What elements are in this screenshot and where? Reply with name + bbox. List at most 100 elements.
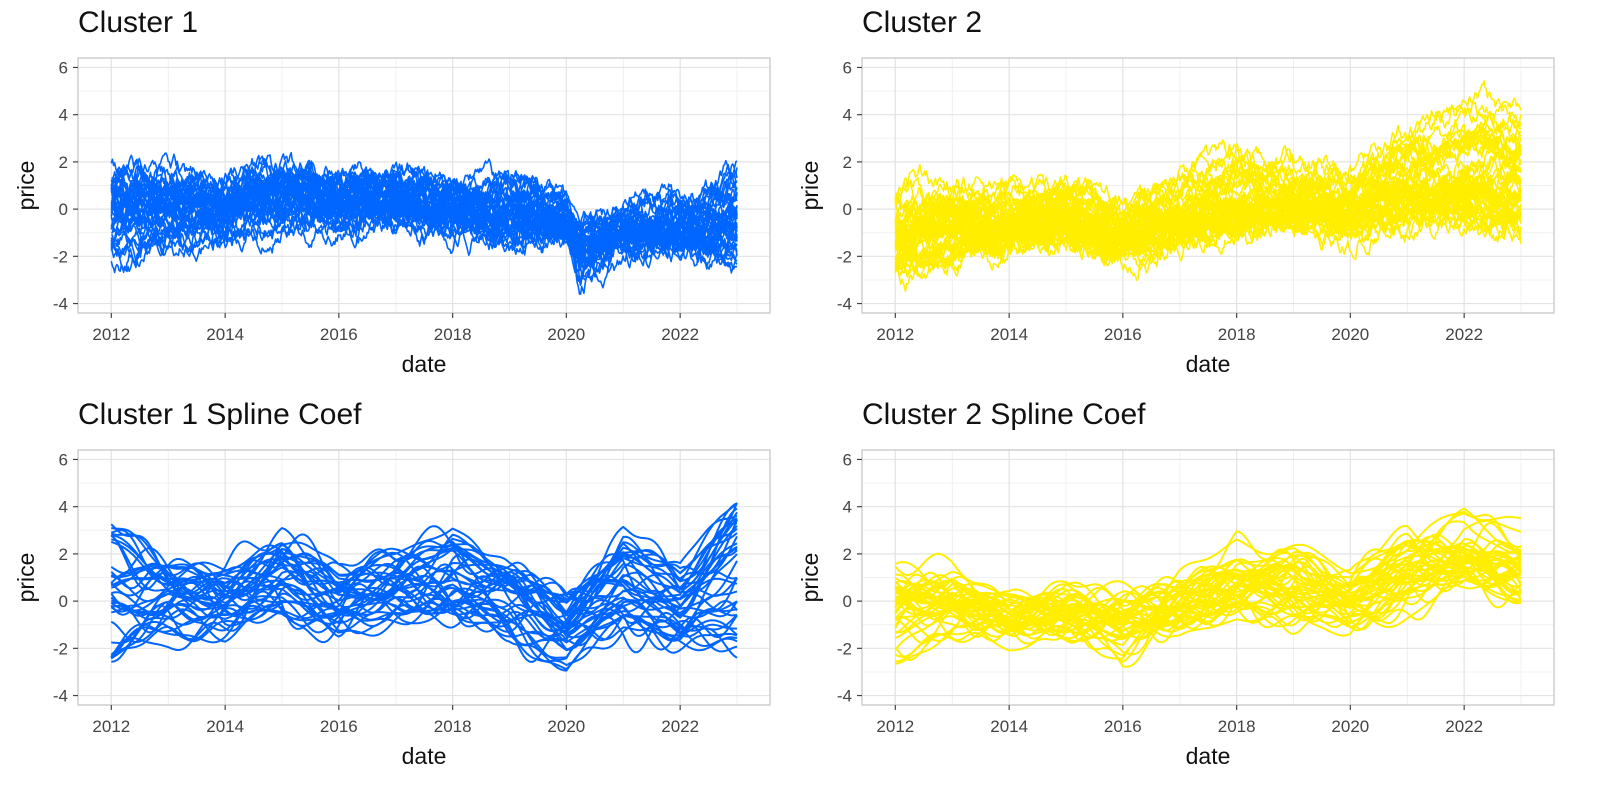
x-tick-label: 2012 (876, 325, 914, 344)
series-line (894, 538, 1522, 637)
plot-border (77, 57, 771, 314)
cluster-2-spline-chart: -4 -2 0 2 4 6 2012 2014 2016 2018 2020 2022 date pric… (784, 392, 1584, 792)
series-line (110, 522, 737, 615)
x-axis-title: date (402, 743, 447, 769)
x-tick-label: 2016 (1104, 325, 1142, 344)
y-tick-label: -4 (53, 687, 68, 706)
x-tick-label: 2020 (1331, 325, 1369, 344)
series-line (110, 519, 738, 604)
y-tick-label: -2 (53, 639, 68, 658)
y-tick-label: -4 (837, 295, 852, 314)
series-line (894, 522, 1522, 640)
y-tick-label: -4 (837, 687, 852, 706)
series-line (110, 159, 738, 267)
cluster-1-chart: -4 -2 0 2 4 6 2012 2014 2016 2018 2020 2022 date pric… (0, 0, 800, 400)
plot-border (861, 449, 1555, 706)
chart-title: Cluster 2 Spline Coef (862, 398, 1146, 431)
plot-svg: -4 -2 0 2 4 6 2012 2014 2016 2018 2020 2022 date pric… (13, 449, 771, 769)
y-tick-label: 2 (843, 153, 852, 172)
series-line (894, 126, 1522, 242)
x-tick-label: 2014 (206, 717, 244, 736)
series-line (895, 525, 1522, 614)
y-tick-label: 2 (843, 545, 852, 564)
series-line (111, 546, 738, 617)
chart-title: Cluster 1 (78, 6, 199, 39)
cluster-2-chart: -4 -2 0 2 4 6 2012 2014 2016 2018 2020 2022 date pric… (784, 0, 1584, 400)
series-line (110, 578, 738, 663)
x-tick-label: 2016 (320, 325, 358, 344)
x-tick-label: 2012 (876, 717, 914, 736)
y-tick-label: 6 (843, 58, 852, 77)
y-tick-label: 4 (843, 106, 852, 125)
y-tick-label: 6 (59, 450, 68, 469)
chart-title: Cluster 2 (862, 6, 983, 39)
gridlines (78, 450, 770, 705)
y-axis-title: price (13, 161, 39, 211)
series-group (110, 502, 738, 672)
y-tick-label: 2 (59, 153, 68, 172)
x-tick-label: 2022 (1445, 717, 1483, 736)
series-line (111, 577, 738, 644)
y-tick-label: -2 (837, 247, 852, 266)
plot-border (861, 57, 1555, 314)
x-tick-label: 2014 (990, 325, 1028, 344)
y-axis-title: price (797, 553, 823, 603)
series-line (110, 549, 738, 618)
y-tick-label: -4 (53, 295, 68, 314)
y-axis-title: price (13, 553, 39, 603)
x-tick-label: 2016 (320, 717, 358, 736)
series-line (110, 532, 738, 603)
axes: -4 -2 0 2 4 6 2012 2014 2016 2018 2020 2022 date pric… (13, 450, 699, 769)
x-tick-label: 2022 (661, 717, 699, 736)
series-line (110, 558, 738, 629)
x-tick-label: 2018 (434, 717, 472, 736)
series-group (894, 507, 1522, 668)
x-tick-label: 2014 (990, 717, 1028, 736)
plot-svg: -4 -2 0 2 4 6 2012 2014 2016 2018 2020 2022 date pric… (797, 449, 1555, 769)
series-line (110, 173, 738, 239)
x-tick-label: 2020 (547, 717, 585, 736)
x-tick-label: 2012 (92, 717, 130, 736)
y-axis-title: price (797, 161, 823, 211)
axes: -4 -2 0 2 4 6 2012 2014 2016 2018 2020 2022 date pric… (797, 58, 1483, 377)
series-group (894, 80, 1522, 292)
x-tick-label: 2020 (547, 325, 585, 344)
plot-svg: -4 -2 0 2 4 6 2012 2014 2016 2018 2020 2022 date pric… (13, 57, 771, 377)
series-line (895, 572, 1522, 652)
series-line (894, 565, 1522, 643)
y-tick-label: 4 (59, 498, 68, 517)
series-line (111, 178, 738, 253)
x-tick-label: 2022 (1445, 325, 1483, 344)
series-line (895, 171, 1522, 277)
series-line (110, 592, 738, 661)
y-tick-label: 6 (59, 58, 68, 77)
series-line (110, 507, 738, 624)
chart-title: Cluster 1 Spline Coef (78, 398, 362, 431)
x-tick-label: 2022 (661, 325, 699, 344)
y-tick-label: 0 (59, 200, 68, 219)
y-tick-label: 0 (843, 200, 852, 219)
cluster-1-spline-chart: -4 -2 0 2 4 6 2012 2014 2016 2018 2020 2022 date pric… (0, 392, 800, 792)
x-tick-label: 2018 (1218, 325, 1256, 344)
x-tick-label: 2020 (1331, 717, 1369, 736)
series-line (110, 589, 738, 657)
series-line (894, 121, 1522, 234)
x-tick-label: 2016 (1104, 717, 1142, 736)
series-line (895, 172, 1522, 280)
y-tick-label: -2 (837, 639, 852, 658)
y-tick-label: 0 (843, 592, 852, 611)
series-line (894, 95, 1522, 223)
y-tick-label: 4 (59, 106, 68, 125)
series-line (894, 541, 1522, 663)
x-axis-title: date (1186, 351, 1231, 377)
series-line (894, 507, 1522, 660)
series-line (894, 539, 1522, 622)
y-tick-label: 0 (59, 592, 68, 611)
axes: -4 -2 0 2 4 6 2012 2014 2016 2018 2020 2022 date pric… (797, 450, 1483, 769)
x-tick-label: 2014 (206, 325, 244, 344)
x-axis-title: date (402, 351, 447, 377)
x-tick-label: 2018 (1218, 717, 1256, 736)
y-tick-label: -2 (53, 247, 68, 266)
series-line (894, 569, 1522, 644)
